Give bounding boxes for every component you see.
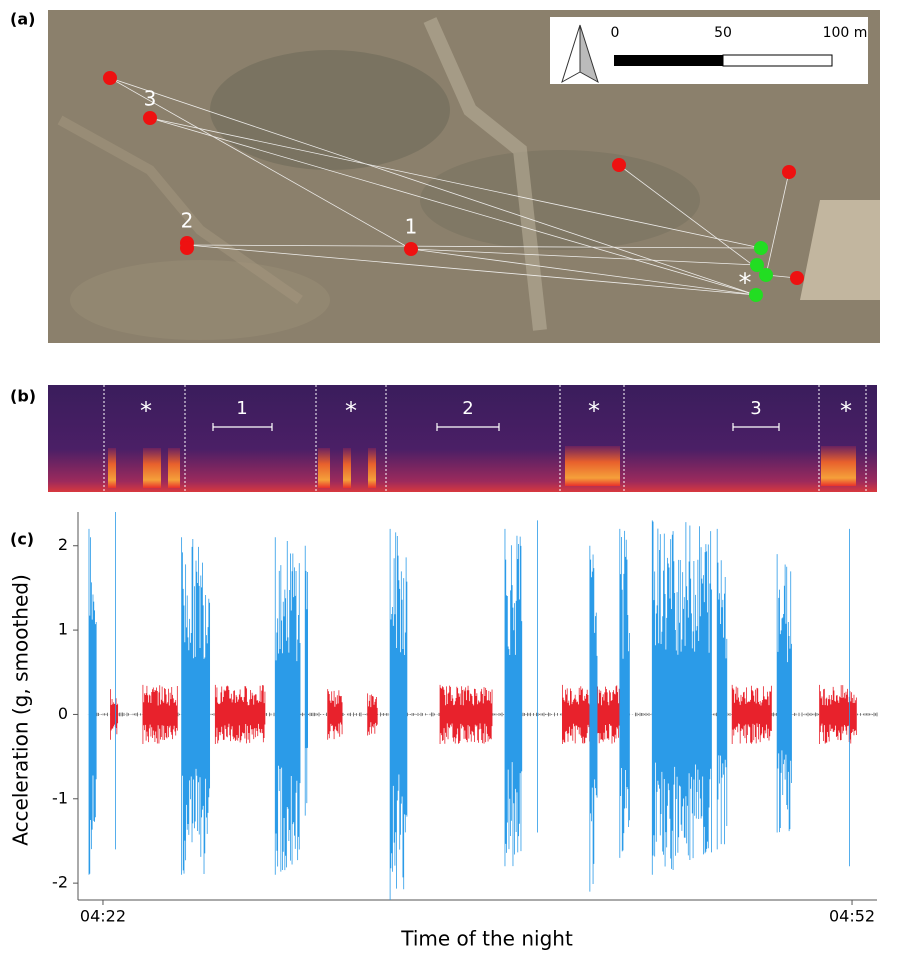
panel-label: (c) xyxy=(10,530,34,549)
segment-label: * xyxy=(840,397,852,425)
y-tick-label: -2 xyxy=(52,873,68,892)
burst xyxy=(181,537,211,875)
panel-label: (b) xyxy=(10,387,36,406)
map: 1 2 3 * 0 50 100 m xyxy=(48,10,880,343)
x-tick-label: 04:52 xyxy=(829,907,875,926)
panel-label: (a) xyxy=(10,10,35,29)
burst xyxy=(274,537,301,875)
burst xyxy=(819,684,857,744)
burst xyxy=(504,528,523,867)
y-tick-label: 0 xyxy=(58,704,68,723)
plot: -2 -1 0 1 2 04:22 04:52 xyxy=(52,512,878,926)
x-axis-label: Time of the night xyxy=(400,927,573,951)
y-tick-label: -1 xyxy=(52,788,68,807)
burst xyxy=(88,528,97,875)
point-label: 2 xyxy=(181,209,194,233)
burst xyxy=(439,684,493,744)
burst xyxy=(731,684,772,744)
point-label: * xyxy=(739,269,752,299)
burst xyxy=(389,528,408,900)
segment-label: * xyxy=(588,397,600,425)
scale-label: 100 m xyxy=(823,25,868,41)
y-tick-label: 2 xyxy=(58,535,68,554)
burst xyxy=(367,693,378,736)
point-label: 3 xyxy=(144,87,157,111)
burst xyxy=(304,545,309,816)
segment-label: * xyxy=(140,397,152,425)
burst xyxy=(651,520,712,875)
point-label: 1 xyxy=(405,215,418,239)
scale-box xyxy=(550,17,868,84)
segment-label: 3 xyxy=(750,398,761,419)
x-tick-label: 04:22 xyxy=(80,907,126,926)
segment-label: * xyxy=(345,397,357,425)
y-axis-label: Acceleration (g, smoothed) xyxy=(9,574,33,846)
y-tick-label: 1 xyxy=(58,620,68,639)
burst xyxy=(110,689,119,740)
burst xyxy=(214,684,266,744)
burst xyxy=(589,545,598,892)
scale-label: 0 xyxy=(611,25,620,41)
burst xyxy=(619,528,630,858)
spectrogram: * 1 * 2 * 3 * xyxy=(48,385,877,492)
burst xyxy=(776,554,792,833)
scale-label: 50 xyxy=(714,25,732,41)
burst xyxy=(716,528,728,850)
burst xyxy=(142,684,178,744)
segment-label: 1 xyxy=(236,398,247,419)
segment-label: 2 xyxy=(462,398,473,419)
burst xyxy=(327,689,343,740)
